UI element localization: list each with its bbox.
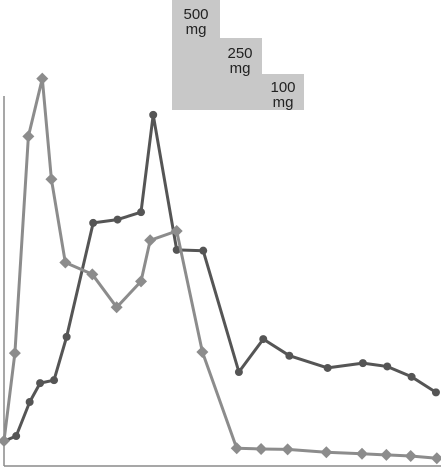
series-1-point-9	[137, 208, 146, 217]
legend-label-2-line1: 250	[227, 45, 252, 62]
series-1-point-19	[407, 372, 416, 381]
series-2-point-2	[8, 347, 21, 360]
series-1	[0, 110, 440, 446]
series-1-point-4	[36, 379, 45, 388]
series-1-point-15	[285, 351, 294, 360]
series-1-point-7	[89, 218, 98, 227]
series-1-point-6	[62, 332, 71, 341]
series-2-point-15	[281, 443, 294, 456]
series-1-line	[3, 113, 437, 443]
series-2-line	[2, 77, 437, 460]
series-1-point-14	[259, 335, 268, 344]
series-1-point-3	[25, 397, 34, 406]
series-2-point-14	[255, 442, 268, 455]
series-1-point-10	[149, 110, 158, 119]
series-2-point-11	[170, 225, 183, 238]
series-1-point-12	[199, 246, 208, 255]
legend-step-1	[172, 0, 220, 110]
legend: 500 mg 250 mg 100 mg	[172, 0, 304, 111]
series-2-point-1	[0, 434, 10, 447]
series-2-point-12	[196, 346, 209, 359]
series-2-point-16	[320, 446, 333, 459]
series-2-point-7	[86, 268, 99, 281]
series-2-point-3	[22, 130, 35, 143]
series-2-point-20	[430, 452, 441, 465]
series-1-point-2	[12, 432, 21, 441]
series-2-point-8	[110, 301, 123, 314]
series-1-point-11	[172, 245, 181, 254]
series-2-point-10	[144, 234, 157, 247]
series-2-point-17	[356, 447, 369, 460]
series-2-point-5	[45, 173, 58, 186]
series-1-point-5	[50, 376, 59, 385]
series-1-point-17	[358, 359, 367, 368]
chart-axes	[3, 96, 441, 467]
series-2-point-9	[135, 275, 148, 288]
legend-label-1-line1: 500	[183, 6, 208, 23]
series-2-point-4	[36, 72, 49, 85]
legend-label-3-line2: mg	[273, 94, 294, 111]
legend-step-3	[262, 74, 304, 110]
legend-step-2	[220, 38, 262, 110]
series-2	[0, 72, 441, 465]
series-2-point-19	[404, 450, 417, 463]
series-1-point-13	[234, 368, 243, 377]
series-2-point-13	[230, 442, 243, 455]
legend-label-1-line2: mg	[186, 21, 207, 38]
series-1-point-20	[431, 388, 440, 397]
legend-label-2-line2: mg	[230, 60, 251, 77]
series-2-point-18	[380, 448, 393, 461]
series-1-point-18	[383, 362, 392, 371]
legend-label-3-line1: 100	[270, 79, 295, 96]
series-1-point-16	[323, 363, 332, 372]
series-1-point-8	[113, 215, 122, 224]
series-layer	[0, 72, 441, 465]
series-2-point-6	[59, 256, 72, 269]
